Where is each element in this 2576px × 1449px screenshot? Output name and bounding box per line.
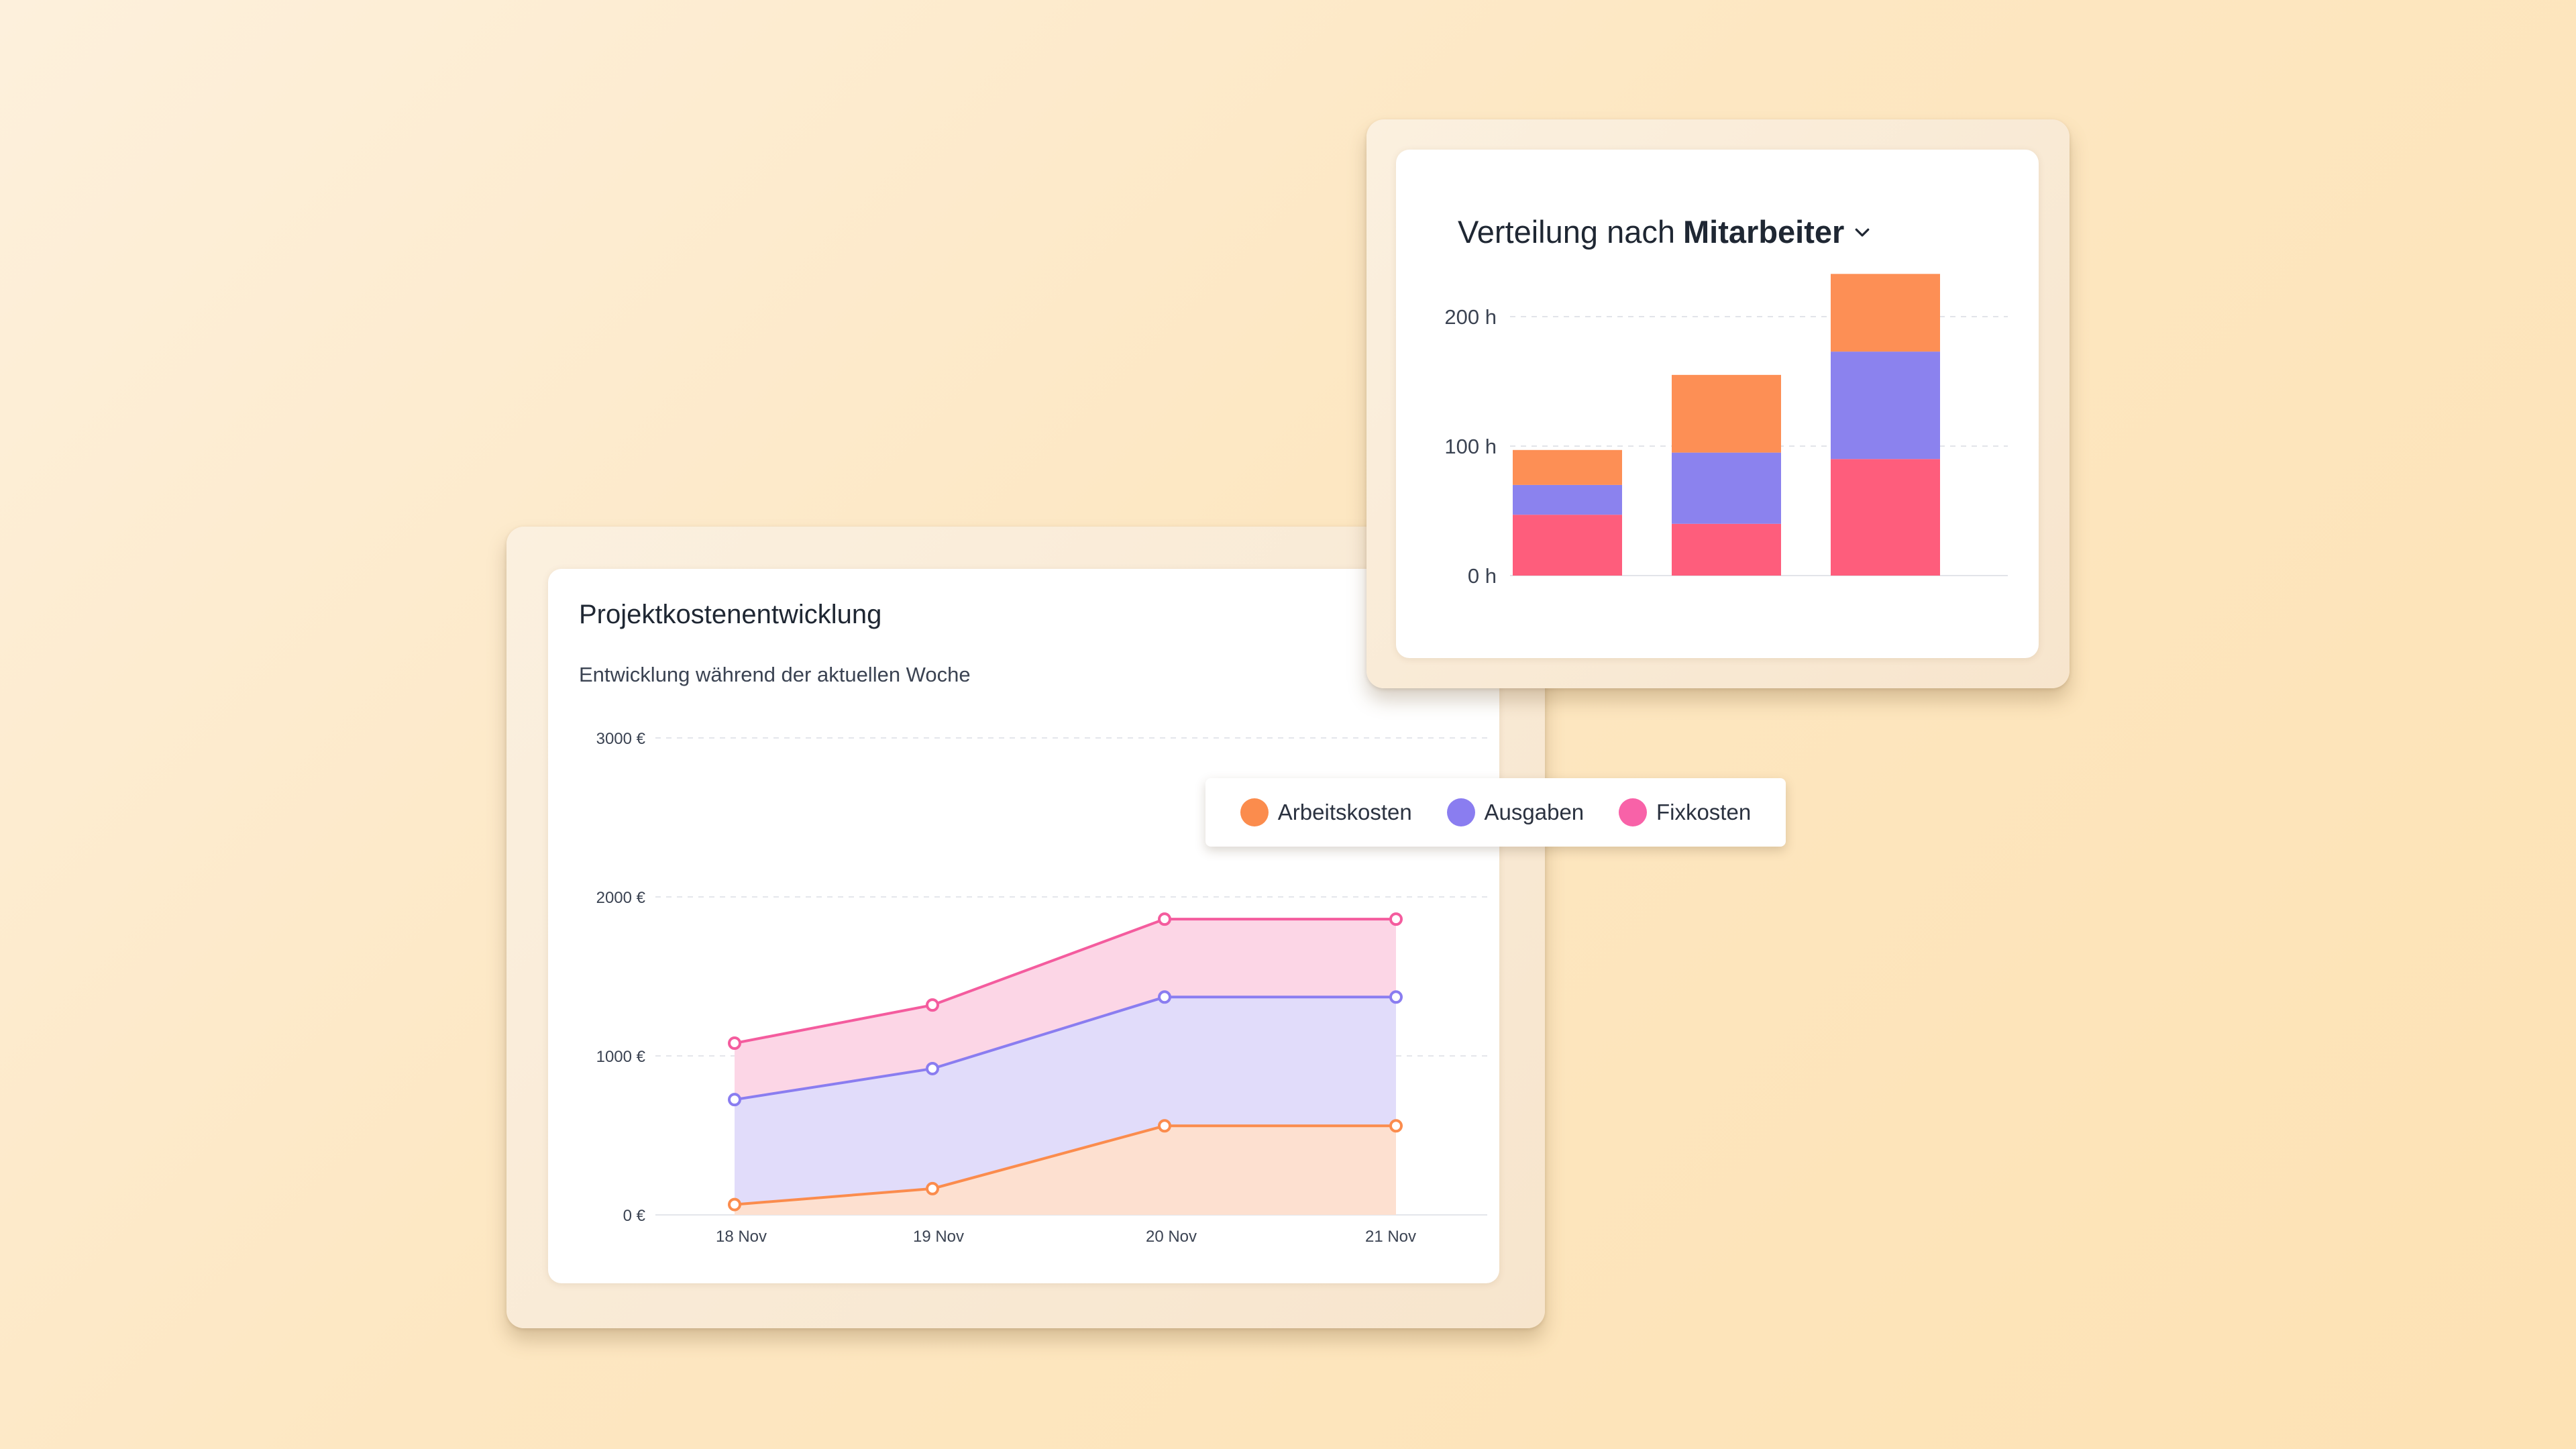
- distribution-bar-chart: 0 h 100 h 200 h: [1444, 274, 2008, 588]
- bar-segment-purple: [1513, 484, 1622, 515]
- legend-label: Fixkosten: [1656, 800, 1752, 824]
- series-line-arbeitskosten: [734, 1124, 1396, 1206]
- data-point: [1158, 990, 1171, 1004]
- x-tick-label: 20 Nov: [1146, 1228, 1197, 1246]
- bar-segment-purple: [1672, 452, 1781, 524]
- bar-segment-purple: [1831, 352, 1940, 460]
- legend-item-fixkosten[interactable]: Fixkosten: [1618, 798, 1752, 826]
- data-point: [1389, 1119, 1403, 1133]
- distribution-dropdown-value[interactable]: Mitarbeiter: [1683, 214, 1845, 250]
- bar-segment-pink: [1672, 523, 1781, 576]
- x-tick-label: 18 Nov: [716, 1228, 767, 1246]
- y-tick-label: 3000 €: [596, 730, 646, 748]
- cost-chart-card: Projektkostenentwicklung Entwicklung wäh…: [548, 569, 1499, 1283]
- legend-swatch: [1618, 798, 1647, 826]
- cost-area-chart: 0 € 1000 € 2000 € 3000 € 18 Nov 19 Nov 20 Nov 2…: [596, 730, 1487, 1246]
- data-point: [1158, 912, 1171, 926]
- series-line-fixkosten: [734, 918, 1396, 1045]
- chart-legend: Arbeitskosten Ausgaben Fixkosten: [1205, 778, 1786, 847]
- y-tick-label: 2000 €: [596, 889, 646, 907]
- data-point: [728, 1036, 741, 1051]
- distribution-chart-frame: Verteilung nach Mitarbeiter 0 h 100 h 200 …: [1366, 119, 2070, 688]
- legend-item-arbeitskosten[interactable]: Arbeitskosten: [1240, 798, 1412, 826]
- y-tick-label: 200 h: [1444, 305, 1497, 329]
- y-tick-label: 0 €: [623, 1207, 646, 1225]
- data-point: [1389, 990, 1403, 1004]
- area-arbeitskosten: [735, 1126, 1396, 1215]
- y-tick-label: 100 h: [1444, 435, 1497, 458]
- bar-segment-orange: [1513, 449, 1622, 485]
- data-point: [926, 1181, 939, 1195]
- chart-subtitle: Entwicklung während der aktuellen Woche: [579, 663, 971, 686]
- distribution-title[interactable]: Verteilung nach Mitarbeiter: [1458, 213, 1872, 250]
- y-tick-label: 1000 €: [596, 1048, 646, 1066]
- bar-segment-pink: [1831, 459, 1940, 576]
- legend-label: Ausgaben: [1484, 800, 1585, 824]
- distribution-title-prefix: Verteilung nach: [1458, 214, 1676, 250]
- data-point: [728, 1093, 741, 1107]
- chevron-down-icon[interactable]: [1852, 222, 1872, 242]
- legend-label: Arbeitskosten: [1277, 800, 1412, 824]
- x-tick-label: 21 Nov: [1365, 1228, 1416, 1246]
- distribution-chart-card: Verteilung nach Mitarbeiter 0 h 100 h 200 …: [1396, 150, 2039, 658]
- legend-swatch: [1446, 798, 1475, 826]
- legend-swatch: [1240, 798, 1269, 826]
- bar-segment-orange: [1831, 274, 1940, 352]
- series-line-ausgaben: [734, 996, 1396, 1102]
- chart-title: Projektkostenentwicklung: [579, 600, 882, 629]
- bar-segment-pink: [1513, 515, 1622, 576]
- data-point: [926, 1061, 939, 1075]
- data-point: [926, 998, 939, 1012]
- x-tick-label: 19 Nov: [913, 1228, 964, 1246]
- data-point: [1158, 1119, 1171, 1133]
- data-point: [728, 1197, 741, 1212]
- legend-item-ausgaben[interactable]: Ausgaben: [1446, 798, 1585, 826]
- bar-segment-orange: [1672, 374, 1781, 453]
- data-point: [1389, 912, 1403, 926]
- y-tick-label: 0 h: [1468, 564, 1497, 588]
